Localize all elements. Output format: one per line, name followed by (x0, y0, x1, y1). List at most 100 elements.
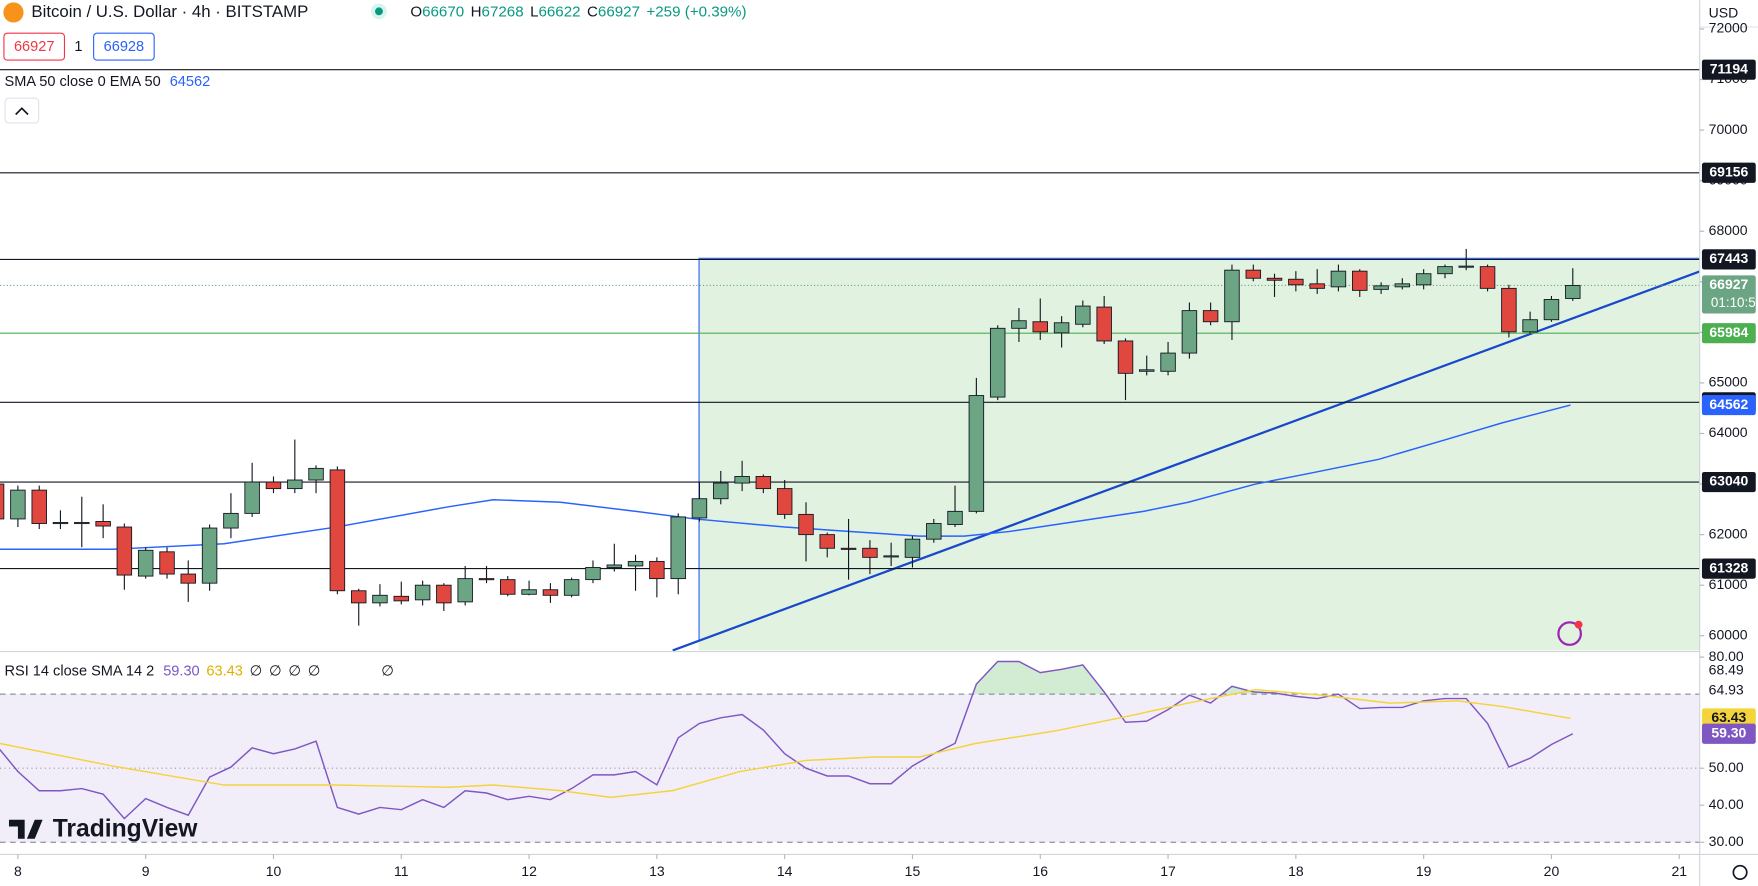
y-tick-label: 68000 (1709, 222, 1748, 238)
x-tick-label: 11 (394, 863, 409, 879)
x-tick-label: 10 (266, 863, 282, 879)
rsi-title: RSI 14 close SMA 14 2 (4, 664, 154, 680)
candle-body (244, 481, 260, 514)
candle-body (1053, 322, 1070, 334)
rsi-badge (1701, 708, 1756, 729)
alert-icon[interactable] (1557, 621, 1582, 646)
placeholder: ∅ (381, 664, 394, 680)
y-tick-label: 64000 (1709, 424, 1748, 440)
x-tick-label: 16 (1032, 863, 1048, 879)
candle-body (1437, 266, 1453, 275)
price-badge (1701, 275, 1756, 314)
rsi-badge-label: 59.30 (1711, 724, 1746, 740)
change: +259 (+0.39%) (646, 3, 746, 20)
candle-body (798, 513, 814, 536)
logo: TradingView (53, 815, 199, 842)
sell-button[interactable] (3, 32, 66, 61)
x-tick-label: 18 (1288, 863, 1304, 879)
buy-button[interactable] (93, 32, 155, 61)
level-badge (1701, 323, 1756, 344)
candle-body (329, 469, 346, 592)
x-tick-label: 15 (905, 863, 921, 879)
candle-body (1245, 269, 1262, 279)
candle-body (1181, 310, 1198, 354)
candle-body (1160, 352, 1176, 372)
indicator-legend: SMA 50 close 0 EMA 50 64562 (4, 74, 210, 90)
level-badge (1701, 471, 1756, 493)
candle-body (0, 483, 5, 520)
candle-body (1565, 285, 1581, 299)
candle-body (670, 516, 686, 580)
candle-body (393, 595, 410, 602)
rsi-overbought-fill (972, 661, 1282, 695)
candle-body (1415, 273, 1432, 286)
candle-body (1501, 287, 1517, 333)
candle-body (137, 549, 154, 577)
candle-body (947, 510, 963, 525)
candle-body (585, 567, 601, 581)
candle-body (1075, 305, 1091, 325)
candle-body (500, 579, 516, 595)
x-tick-label: 21 (1671, 863, 1687, 879)
candle-body (95, 521, 111, 527)
y-tick-label: 61000 (1709, 576, 1748, 592)
candle-body (287, 479, 303, 490)
rsi-legend: RSI 14 close SMA 14 2 59.30 63.43 ∅ ∅ ∅ ∅ (4, 664, 320, 680)
level-badge-label: 69156 (1709, 163, 1748, 179)
axis-unit: USD (1709, 4, 1739, 20)
candle-body (1522, 319, 1538, 333)
y-tick-label: 70000 (1709, 121, 1748, 137)
placeholder: ∅ (288, 664, 301, 680)
candle-body (457, 578, 473, 603)
rsi-badge (1701, 723, 1756, 744)
ohlc-value: 66622 (538, 3, 580, 20)
candle-body (819, 534, 835, 549)
ohlc: O66670 H67268 L66622 C66927 +259 (+0.39%… (410, 3, 746, 20)
candle-body (1266, 277, 1283, 281)
ohlc-label: L (530, 3, 538, 20)
candle-body (1096, 306, 1112, 342)
candle-body (1288, 278, 1304, 286)
bid[interactable]: 66927 (14, 39, 54, 55)
candle-body (862, 547, 878, 558)
y-tick-label: 72000 (1709, 20, 1748, 36)
main-pane (0, 69, 1701, 843)
level-badge-label: 71194 (1710, 60, 1748, 76)
chevron (15, 107, 29, 116)
candle-body (1117, 340, 1134, 374)
ohlc-label: O (410, 3, 422, 20)
candle-body (478, 578, 495, 581)
candle-body (436, 584, 452, 604)
y-tick-label: 60000 (1709, 626, 1748, 642)
candle-body (521, 589, 537, 595)
candle-body (1224, 269, 1240, 323)
level-badge (1701, 59, 1756, 80)
rsi-sma-value: 63.43 (206, 664, 242, 680)
x-tick-label: 9 (142, 863, 150, 879)
spread: 1 (74, 39, 82, 55)
level-badge-label: 65984 (1709, 324, 1748, 340)
coin-icon (3, 2, 24, 23)
ask[interactable]: 66928 (104, 39, 145, 55)
candle-body (1543, 299, 1560, 321)
rsi-y-tick-label: 50.00 (1709, 759, 1744, 775)
candle-body (10, 489, 26, 520)
collapse-button[interactable] (4, 97, 40, 124)
candle-body (223, 512, 239, 529)
candle-body (1330, 270, 1347, 288)
level-badge (1701, 558, 1756, 579)
candle-body (31, 489, 47, 524)
rsi-line (0, 688, 1571, 799)
candle-body (627, 560, 644, 567)
candle-body (1373, 285, 1389, 290)
candle-body (542, 589, 559, 596)
ohlc-label: H (471, 3, 482, 20)
candle-body (713, 482, 729, 500)
settings-icon[interactable] (1732, 864, 1748, 880)
level-badge (1701, 249, 1756, 270)
candle-body (904, 538, 921, 558)
ema-badge-label: 64562 (1709, 396, 1748, 412)
x-tick-label: 20 (1544, 863, 1560, 879)
